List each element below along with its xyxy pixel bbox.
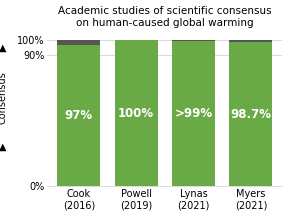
Bar — [230, 40, 272, 42]
Text: 97%: 97% — [65, 109, 93, 122]
Bar — [57, 40, 101, 44]
Text: >99%: >99% — [175, 107, 213, 120]
Text: Consensus: Consensus — [0, 71, 8, 124]
Bar — [57, 44, 101, 186]
Bar — [172, 40, 215, 41]
Text: ▲: ▲ — [0, 142, 7, 152]
Text: ▲: ▲ — [0, 43, 7, 52]
Title: Academic studies of scientific consensus
on human-caused global warming: Academic studies of scientific consensus… — [58, 6, 272, 28]
Bar — [172, 41, 215, 186]
Text: 100%: 100% — [118, 107, 154, 120]
Text: 98.7%: 98.7% — [230, 108, 271, 121]
Bar — [115, 40, 158, 186]
Bar — [230, 42, 272, 186]
